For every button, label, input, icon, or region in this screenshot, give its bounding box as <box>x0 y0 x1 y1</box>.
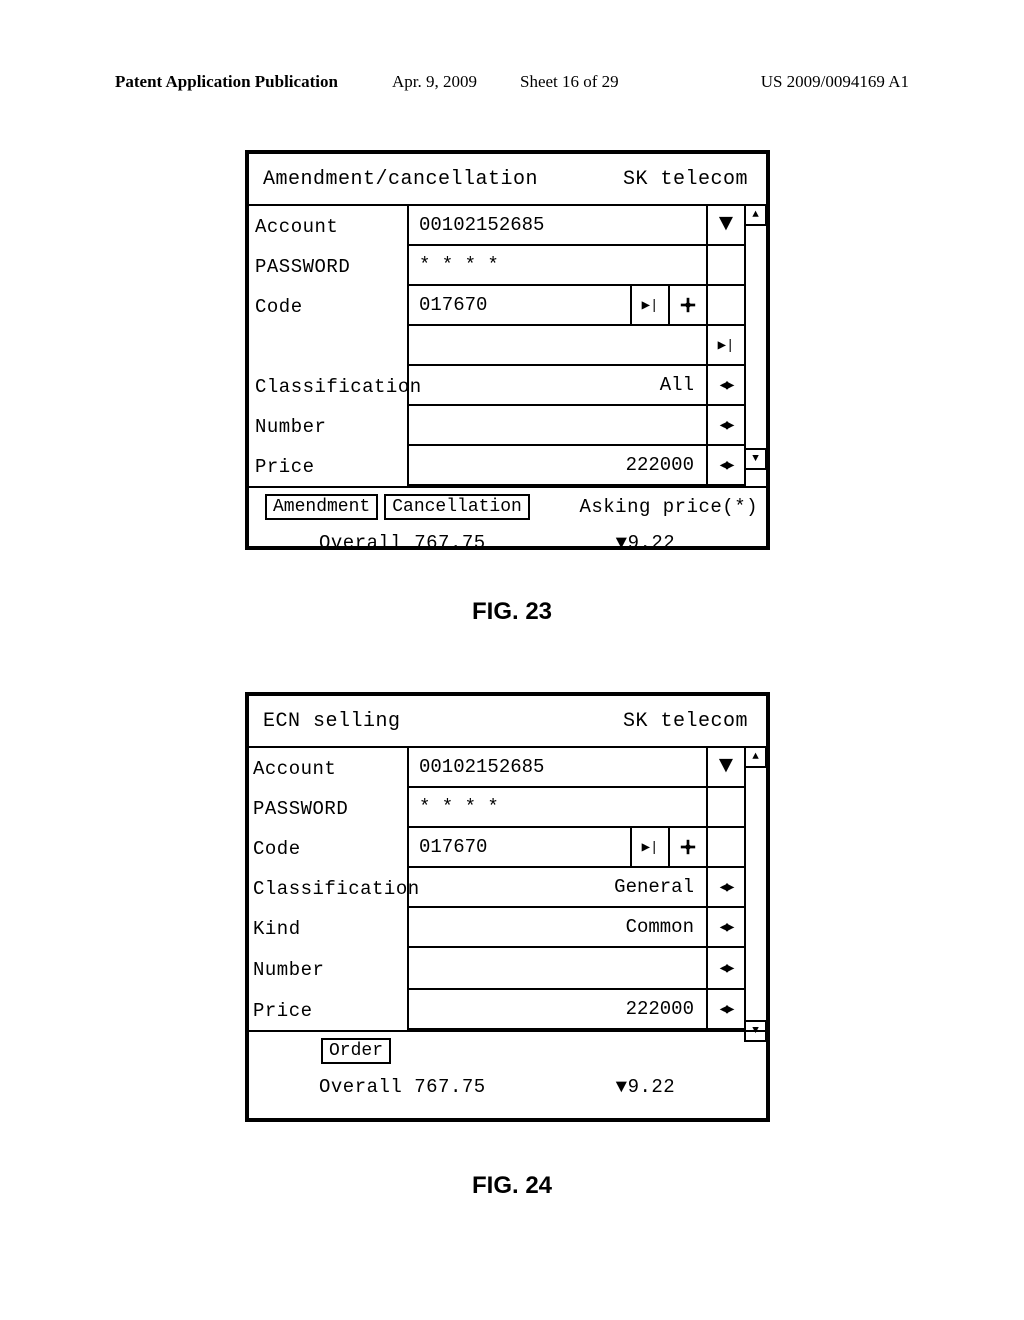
number-label: Number <box>249 948 407 990</box>
overall-value: 767.75 <box>414 1076 485 1098</box>
account-label: Account <box>249 206 407 246</box>
scroll-down-icon[interactable]: ▼ <box>744 1020 767 1042</box>
overall-label: Overall <box>319 1076 402 1098</box>
price-label: Price <box>249 990 407 1030</box>
title-right: SK telecom <box>623 710 748 733</box>
kind-label: Kind <box>249 908 407 948</box>
blank-field[interactable] <box>407 324 708 366</box>
figure-label-24: FIG. 24 <box>0 1172 1024 1200</box>
code-field[interactable]: 017670 <box>407 826 632 868</box>
lr-arrows-icon[interactable]: ◀▶ <box>706 988 746 1030</box>
blank-label <box>249 326 407 366</box>
password-field[interactable]: * * * * <box>407 244 708 286</box>
lr-arrows-icon[interactable]: ◀▶ <box>706 906 746 948</box>
footer-bar: Overall 767.75 ▼ 9.22 <box>249 1068 766 1106</box>
header-sheet: Sheet 16 of 29 <box>520 72 619 92</box>
scroll-up-icon[interactable]: ▲ <box>744 204 767 226</box>
title-bar: Amendment/cancellation SK telecom <box>249 154 766 206</box>
scrollbar[interactable]: ▲ ▼ <box>744 748 766 1040</box>
number-field[interactable] <box>407 404 708 446</box>
figure-label-23: FIG. 23 <box>0 598 1024 626</box>
password-label: PASSWORD <box>249 788 407 828</box>
header-left: Patent Application Publication <box>115 72 338 92</box>
cancellation-button[interactable]: Cancellation <box>384 494 530 520</box>
footer-bar: Overall 767.75 ▼ 9.22 <box>249 524 766 562</box>
header-date: Apr. 9, 2009 <box>392 72 477 92</box>
scroll-track[interactable] <box>746 226 766 448</box>
asking-price-label: Asking price(*) <box>579 496 758 518</box>
title-left: ECN selling <box>263 710 623 733</box>
blank-btn[interactable] <box>706 284 746 326</box>
classification-label: Classification <box>249 366 407 406</box>
code-field[interactable]: 017670 <box>407 284 632 326</box>
target-icon[interactable] <box>668 826 708 868</box>
price-label: Price <box>249 446 407 486</box>
scroll-track[interactable] <box>746 768 766 1020</box>
title-bar: ECN selling SK telecom <box>249 696 766 748</box>
form-area: Account 00102152685 ▼ PASSWORD * * * * C… <box>249 206 746 486</box>
classification-label: Classification <box>249 868 407 908</box>
number-label: Number <box>249 406 407 446</box>
amendment-button[interactable]: Amendment <box>265 494 378 520</box>
password-field[interactable]: * * * * <box>407 786 708 828</box>
price-field[interactable]: 222000 <box>407 988 708 1030</box>
button-row: Order <box>249 1030 766 1068</box>
lr-arrows-icon[interactable]: ◀▶ <box>706 444 746 486</box>
classification-field[interactable]: General <box>407 866 708 908</box>
skip-icon[interactable]: ▶| <box>630 826 670 868</box>
overall-value: 767.75 <box>414 532 485 554</box>
scroll-down-icon[interactable]: ▼ <box>744 448 767 470</box>
overall-label: Overall <box>319 532 402 554</box>
skip-icon[interactable]: ▶| <box>630 284 670 326</box>
title-right: SK telecom <box>623 168 748 191</box>
password-label: PASSWORD <box>249 246 407 286</box>
title-left: Amendment/cancellation <box>263 168 623 191</box>
number-field[interactable] <box>407 946 708 990</box>
lr-arrows-icon[interactable]: ◀▶ <box>706 946 746 990</box>
account-field[interactable]: 00102152685 <box>407 204 708 246</box>
panel-ecn-selling: ECN selling SK telecom ▲ ▼ Account 00102… <box>245 692 770 1122</box>
down-triangle-icon: ▼ <box>616 1076 628 1098</box>
code-label: Code <box>249 286 407 326</box>
down-triangle-icon: ▼ <box>616 532 628 554</box>
classification-field[interactable]: All <box>407 364 708 406</box>
blank-btn[interactable] <box>706 826 746 868</box>
price-field[interactable]: 222000 <box>407 444 708 486</box>
skip-icon-2[interactable]: ▶| <box>706 324 746 366</box>
lr-arrows-icon[interactable]: ◀▶ <box>706 364 746 406</box>
order-button[interactable]: Order <box>321 1038 391 1064</box>
scrollbar[interactable]: ▲ ▼ <box>744 206 766 468</box>
scroll-up-icon[interactable]: ▲ <box>744 746 767 768</box>
dropdown-icon[interactable]: ▼ <box>706 746 746 788</box>
lr-arrows-icon[interactable]: ◀▶ <box>706 866 746 908</box>
delta-value: 9.22 <box>628 1076 676 1098</box>
form-area: Account 00102152685 ▼ PASSWORD * * * * C… <box>249 748 746 1030</box>
code-label: Code <box>249 828 407 868</box>
kind-field[interactable]: Common <box>407 906 708 948</box>
dropdown-icon[interactable]: ▼ <box>706 204 746 246</box>
account-field[interactable]: 00102152685 <box>407 746 708 788</box>
lr-arrows-icon[interactable]: ◀▶ <box>706 404 746 446</box>
account-label: Account <box>249 748 407 788</box>
button-row: Amendment Cancellation Asking price(*) <box>249 486 766 524</box>
target-icon[interactable] <box>668 284 708 326</box>
header-pubno: US 2009/0094169 A1 <box>761 72 909 92</box>
delta-value: 9.22 <box>628 532 676 554</box>
panel-amendment: Amendment/cancellation SK telecom ▲ ▼ Ac… <box>245 150 770 550</box>
